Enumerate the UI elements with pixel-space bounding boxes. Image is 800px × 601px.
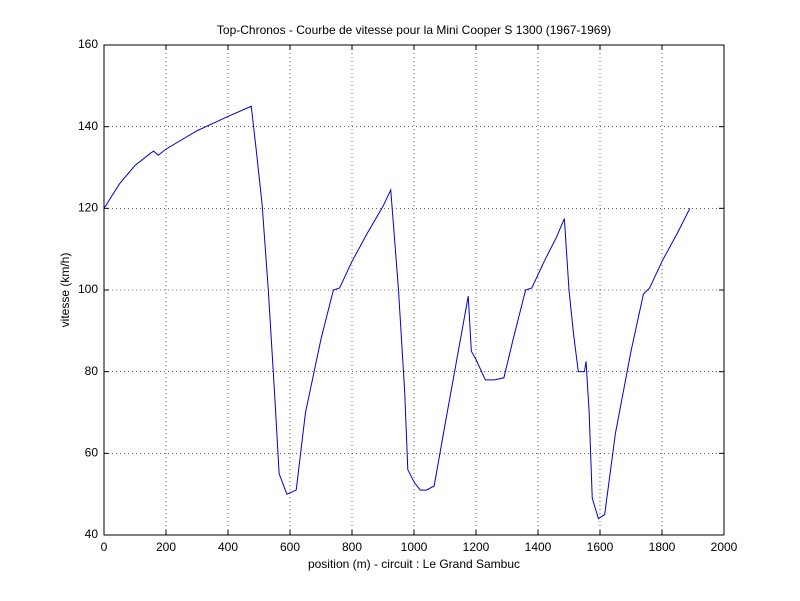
x-tick-label: 1800	[649, 540, 676, 554]
x-tick-label: 1600	[587, 540, 614, 554]
x-tick-label: 600	[280, 540, 300, 554]
x-tick-label: 0	[101, 540, 108, 554]
y-tick-label: 120	[78, 201, 98, 215]
x-tick-label: 1000	[401, 540, 428, 554]
y-tick-label: 140	[78, 119, 98, 133]
y-tick-label: 60	[85, 446, 99, 460]
y-tick-label: 40	[85, 527, 99, 541]
plot-frame	[103, 44, 725, 536]
chart-title: Top-Chronos - Courbe de vitesse pour la …	[217, 23, 611, 37]
x-tick-label: 400	[218, 540, 238, 554]
x-tick-label: 1200	[463, 540, 490, 554]
x-tick-label: 1400	[525, 540, 552, 554]
y-axis-label: vitesse (km/h)	[58, 253, 72, 328]
x-tick-label: 800	[342, 540, 362, 554]
x-tick-label: 2000	[711, 540, 738, 554]
x-tick-label: 200	[156, 540, 176, 554]
data-line	[103, 105, 691, 520]
y-tick-label: 80	[85, 364, 99, 378]
y-tick-label: 160	[78, 37, 98, 51]
x-axis-label: position (m) - circuit : Le Grand Sambuc	[308, 557, 520, 571]
y-tick-label: 100	[78, 282, 98, 296]
